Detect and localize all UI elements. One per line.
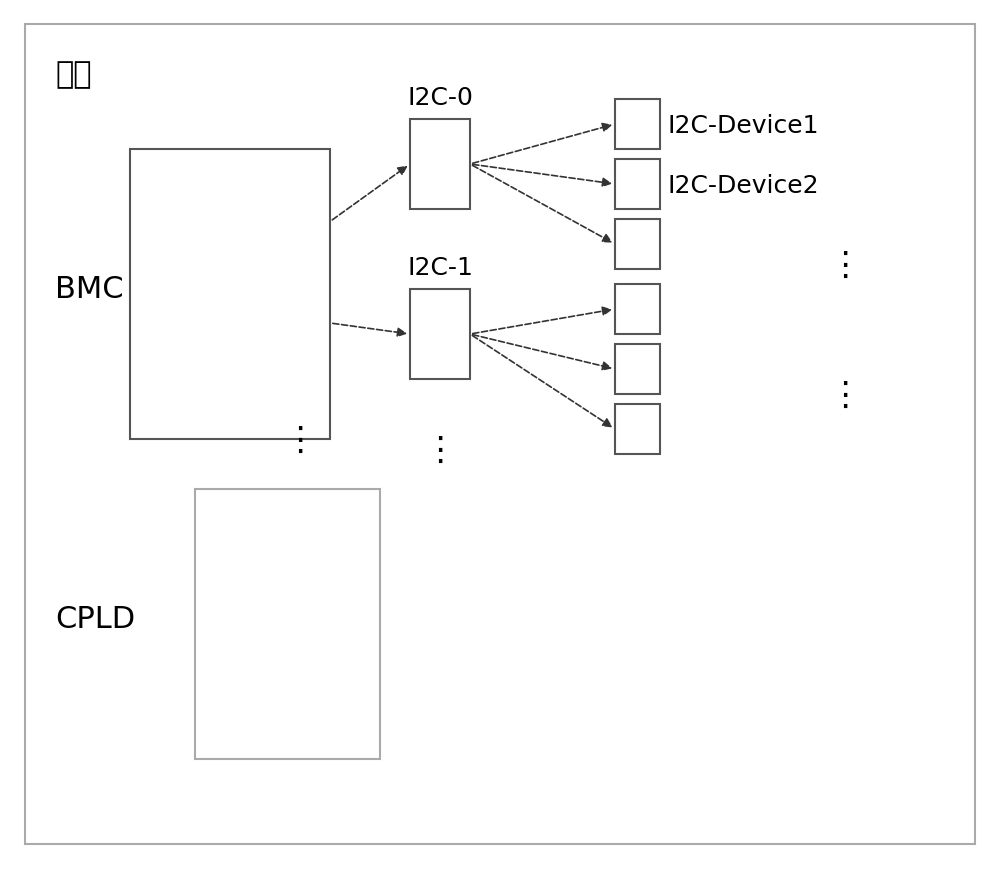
Bar bbox=[615, 405, 660, 454]
Text: 主板: 主板 bbox=[55, 60, 92, 89]
Bar bbox=[615, 285, 660, 335]
Text: I2C-Device1: I2C-Device1 bbox=[668, 114, 820, 138]
Bar bbox=[615, 100, 660, 149]
Bar bbox=[130, 149, 330, 440]
Text: ⋮: ⋮ bbox=[423, 433, 457, 466]
Text: ⋮: ⋮ bbox=[828, 249, 862, 282]
Bar bbox=[195, 489, 380, 760]
Text: ⋮: ⋮ bbox=[828, 378, 862, 411]
Text: I2C-0: I2C-0 bbox=[407, 86, 473, 109]
Bar bbox=[615, 160, 660, 209]
Bar bbox=[615, 345, 660, 395]
Text: I2C-1: I2C-1 bbox=[407, 255, 473, 280]
Bar bbox=[615, 220, 660, 269]
Bar bbox=[410, 289, 470, 380]
Text: BMC: BMC bbox=[55, 275, 124, 304]
Text: ⋮: ⋮ bbox=[283, 423, 317, 456]
Text: CPLD: CPLD bbox=[55, 605, 135, 634]
Text: I2C-Device2: I2C-Device2 bbox=[668, 174, 820, 198]
Bar bbox=[410, 120, 470, 209]
